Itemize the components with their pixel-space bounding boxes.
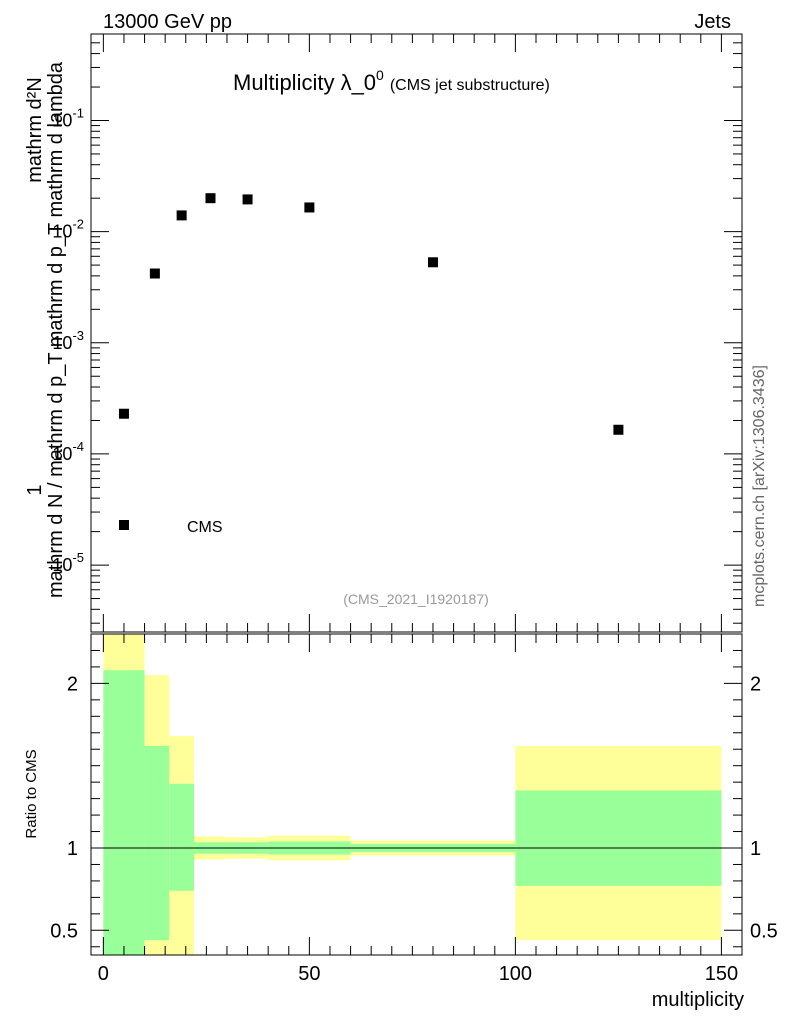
- ratio-y-tick-label: 1: [67, 838, 78, 860]
- main-y-tick-label: 10-3: [52, 328, 84, 353]
- ratio-plot-ticks: 0.5 0.5 1 1 2 2 0 50 100 150: [50, 634, 778, 985]
- process-label: Jets: [694, 11, 731, 33]
- x-tick-label: 100: [499, 963, 532, 985]
- ratio-y-tick-label-right: 1: [750, 838, 761, 860]
- ratio-y-tick-label: 2: [67, 673, 78, 695]
- y-axis-label: 1 mathrm d²N mathrm d N / mathrm d p_T m…: [24, 61, 67, 598]
- main-plot-points: [118, 193, 624, 435]
- energy-label: 13000 GeV pp: [103, 11, 232, 33]
- main-y-tick-label: 10-2: [52, 217, 84, 242]
- y-axis-label-one: 1: [24, 484, 46, 495]
- inner-band: [169, 783, 195, 891]
- data-point: [149, 268, 160, 279]
- data-point: [427, 257, 438, 268]
- legend-label: CMS: [187, 519, 223, 536]
- analysis-id: (CMS_2021_I1920187): [343, 591, 489, 607]
- ratio-y-label: Ratio to CMS: [23, 749, 40, 838]
- main-plot-ticks: 10-5 10-4 10-3 10-2 10-1: [52, 34, 742, 632]
- data-point: [242, 194, 253, 205]
- y-axis-label-denominator: mathrm d N / mathrm d p_T mathrm d p_T m…: [45, 61, 67, 598]
- main-plot-frame: [90, 33, 743, 633]
- watermark: mcplots.cern.ch [arXiv:1306.3436]: [751, 365, 768, 607]
- x-axis-label: multiplicity: [652, 989, 744, 1011]
- y-axis-label-numerator: mathrm d²N: [24, 77, 46, 183]
- ratio-y-tick-label-right: 0.5: [750, 920, 778, 942]
- inner-band: [144, 745, 170, 941]
- ratio-plot-frame: [90, 633, 743, 956]
- inner-band: [103, 670, 145, 955]
- data-point: [176, 210, 187, 221]
- main-y-tick-label: 10-5: [52, 550, 84, 575]
- main-y-tick-label: 10-4: [52, 439, 84, 464]
- ratio-bands: [103, 634, 722, 955]
- x-tick-label: 0: [98, 963, 109, 985]
- data-point: [118, 408, 129, 419]
- inner-band: [515, 790, 722, 886]
- data-point: [205, 193, 216, 204]
- x-tick-label: 150: [705, 963, 738, 985]
- plot-title: Multiplicity λ_00(CMS jet substructure): [233, 67, 550, 95]
- main-y-tick-label: 10-1: [52, 105, 84, 130]
- data-point: [304, 202, 315, 213]
- ratio-y-tick-label: 0.5: [50, 920, 78, 942]
- data-point: [613, 424, 624, 435]
- ratio-y-tick-label-right: 2: [750, 673, 761, 695]
- x-tick-label: 50: [298, 963, 320, 985]
- legend-marker: [119, 520, 129, 530]
